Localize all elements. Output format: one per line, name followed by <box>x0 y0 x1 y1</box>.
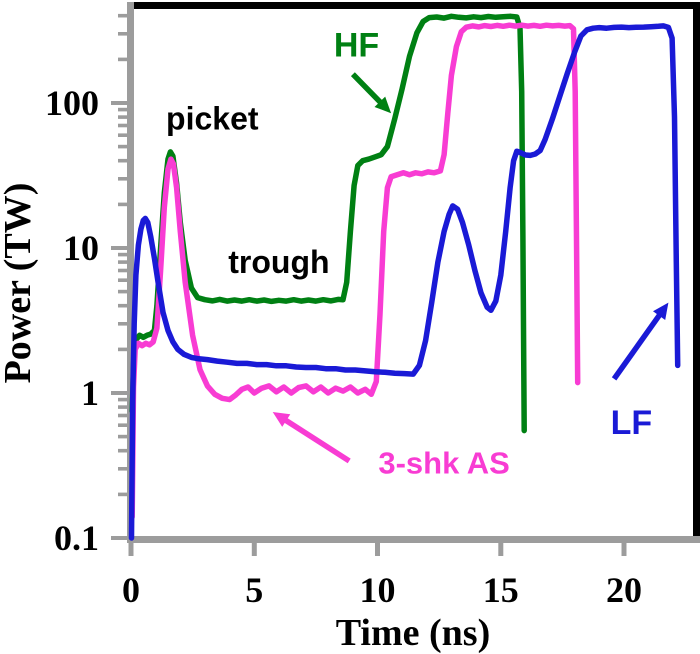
y-minor-tick <box>118 32 127 36</box>
y-minor-tick <box>118 144 127 149</box>
annotation-arrowhead-lf <box>653 302 669 320</box>
y-minor-tick <box>118 278 127 282</box>
y-major-tick <box>111 246 127 250</box>
annotation-picket: picket <box>166 101 259 137</box>
y-minor-tick <box>118 133 127 137</box>
y-tick-label-1: 1 <box>81 373 99 413</box>
y-minor-tick <box>118 289 127 294</box>
y-minor-tick <box>118 123 127 128</box>
x-axis-line <box>127 536 700 543</box>
x-tick-label-0: 0 <box>122 570 140 610</box>
y-minor-tick <box>118 252 127 257</box>
annotation-lf: LF <box>611 404 653 442</box>
annotation-hf: HF <box>334 26 379 64</box>
y-tick-label-0.1: 0.1 <box>54 518 99 558</box>
x-tick <box>251 542 257 556</box>
y-minor-tick <box>118 268 127 273</box>
y-minor-tick <box>118 397 127 402</box>
y-minor-tick <box>118 434 127 439</box>
y-major-tick <box>111 101 127 105</box>
y-minor-tick <box>118 177 127 181</box>
y-minor-tick <box>118 405 127 409</box>
y-minor-tick <box>118 448 127 453</box>
series-hf-line <box>129 13 527 434</box>
x-tick-label-20: 20 <box>606 570 642 610</box>
y-minor-tick <box>118 423 127 427</box>
y-minor-tick <box>118 115 127 119</box>
annotation-arrowhead-shk <box>272 412 291 427</box>
y-minor-tick <box>118 303 127 308</box>
y-minor-tick <box>118 492 127 497</box>
annotation-shk: 3-shk AS <box>378 445 510 480</box>
x-tick-label-15: 15 <box>483 570 519 610</box>
y-minor-tick <box>118 57 127 62</box>
y-axis-label: Power (TW) <box>0 183 39 384</box>
y-tick-label-10: 10 <box>63 228 99 268</box>
x-axis-label: Time (ns) <box>336 612 490 654</box>
x-tick <box>375 542 380 556</box>
plot-border-right <box>693 2 700 542</box>
y-tick-label-100: 100 <box>45 83 99 123</box>
x-tick-label-5: 5 <box>245 570 263 610</box>
x-tick-label-10: 10 <box>360 570 396 610</box>
annotation-trough: trough <box>228 244 329 280</box>
annotation-arrowhead-hf <box>374 96 392 114</box>
x-tick <box>128 542 134 556</box>
y-minor-tick <box>118 322 127 326</box>
y-major-tick <box>111 391 127 395</box>
x-tick <box>621 542 627 556</box>
series-shk-line <box>129 22 581 520</box>
annotation-arrow-hf <box>350 72 384 106</box>
y-major-tick <box>111 536 127 540</box>
series-lf-line <box>128 23 681 541</box>
y-minor-tick <box>118 158 127 163</box>
x-tick <box>498 542 504 556</box>
annotation-arrow-shk <box>282 416 351 464</box>
y-minor-tick <box>118 13 127 18</box>
plot-border-top <box>127 2 700 9</box>
y-minor-tick <box>118 202 127 207</box>
annotation-arrow-lf <box>611 311 664 381</box>
y-minor-tick <box>118 260 127 264</box>
y-axis-line <box>127 2 134 542</box>
y-minor-tick <box>118 107 127 112</box>
y-minor-tick <box>118 413 127 418</box>
y-minor-tick <box>118 347 127 352</box>
y-minor-tick <box>118 467 127 471</box>
